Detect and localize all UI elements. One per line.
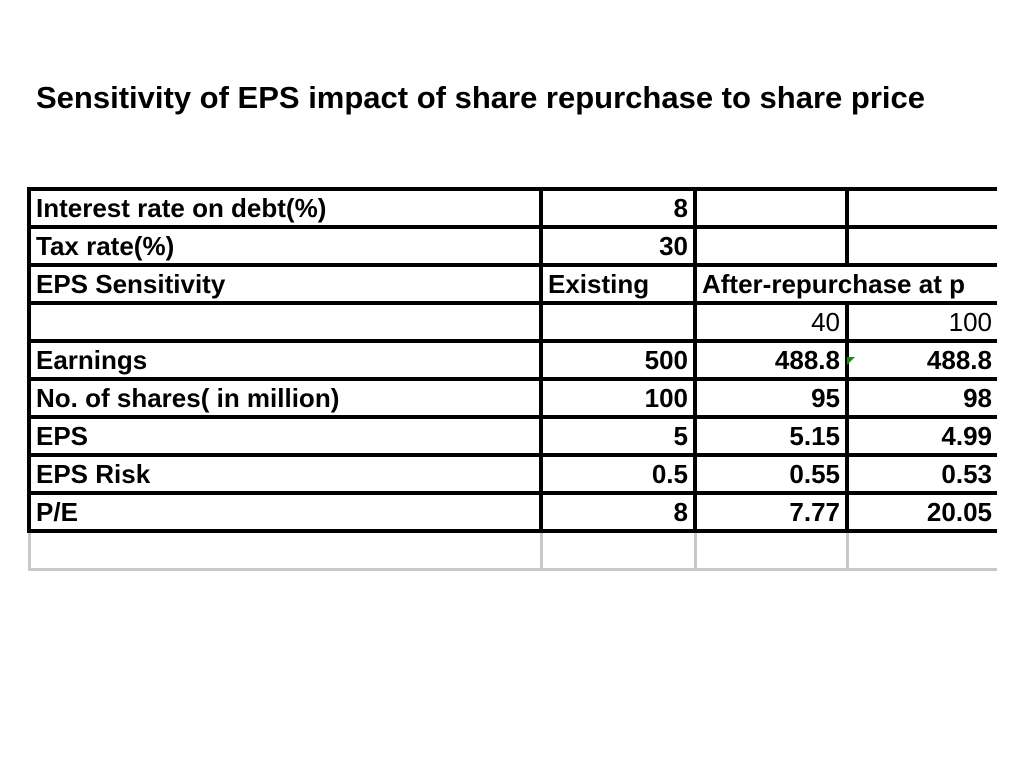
cell[interactable]: 20.05 bbox=[845, 491, 1001, 533]
cell[interactable] bbox=[845, 225, 1001, 267]
existing-cell[interactable]: 100 bbox=[539, 377, 697, 419]
empty-cell[interactable] bbox=[539, 529, 697, 571]
existing-cell[interactable]: 0.5 bbox=[539, 453, 697, 495]
existing-cell[interactable]: 5 bbox=[539, 415, 697, 457]
empty-cell[interactable] bbox=[693, 529, 849, 571]
share-price-100[interactable]: 100 bbox=[845, 301, 1001, 343]
cell[interactable]: 0.53 bbox=[845, 453, 1001, 495]
existing-cell[interactable]: 8 bbox=[539, 491, 697, 533]
empty-cell[interactable] bbox=[845, 529, 1001, 571]
existing-cell[interactable]: 8 bbox=[539, 187, 697, 229]
cell[interactable]: 488.8 bbox=[693, 339, 849, 381]
empty-row bbox=[27, 529, 1001, 571]
row-label[interactable]: No. of shares( in million) bbox=[27, 377, 543, 419]
eps-sensitivity-table: Interest rate on debt(%) 8 Tax rate(%) 3… bbox=[27, 187, 1001, 571]
cell[interactable]: 7.77 bbox=[693, 491, 849, 533]
table-row: No. of shares( in million) 100 95 98 bbox=[27, 377, 1001, 419]
cell[interactable] bbox=[845, 187, 1001, 229]
cell[interactable]: 5.15 bbox=[693, 415, 849, 457]
row-label[interactable]: EPS bbox=[27, 415, 543, 457]
table-row: Earnings 500 488.8 488.8 bbox=[27, 339, 1001, 381]
cell[interactable]: 98 bbox=[845, 377, 1001, 419]
row-label[interactable]: EPS Risk bbox=[27, 453, 543, 495]
row-label[interactable]: P/E bbox=[27, 491, 543, 533]
cell-comment-marker bbox=[847, 357, 855, 365]
share-price-40[interactable]: 40 bbox=[693, 301, 849, 343]
cell[interactable] bbox=[693, 225, 849, 267]
table-row: Interest rate on debt(%) 8 bbox=[27, 187, 1001, 229]
existing-cell[interactable] bbox=[539, 301, 697, 343]
existing-header[interactable]: Existing bbox=[539, 263, 697, 305]
slide-title: Sensitivity of EPS impact of share repur… bbox=[36, 80, 925, 115]
row-label[interactable]: EPS Sensitivity bbox=[27, 263, 543, 305]
existing-cell[interactable]: 30 bbox=[539, 225, 697, 267]
empty-cell[interactable] bbox=[27, 529, 543, 571]
table-row: 40 100 bbox=[27, 301, 1001, 343]
table-row: EPS Risk 0.5 0.55 0.53 bbox=[27, 453, 1001, 495]
row-label[interactable]: Earnings bbox=[27, 339, 543, 381]
row-label[interactable]: Tax rate(%) bbox=[27, 225, 543, 267]
table-row: P/E 8 7.77 20.05 bbox=[27, 491, 1001, 533]
cell[interactable]: 95 bbox=[693, 377, 849, 419]
table-row: Tax rate(%) 30 bbox=[27, 225, 1001, 267]
table-row: EPS 5 5.15 4.99 bbox=[27, 415, 1001, 457]
cell[interactable]: 0.55 bbox=[693, 453, 849, 495]
existing-cell[interactable]: 500 bbox=[539, 339, 697, 381]
row-label[interactable]: Interest rate on debt(%) bbox=[27, 187, 543, 229]
cell[interactable] bbox=[693, 187, 849, 229]
cell[interactable]: 488.8 bbox=[845, 339, 1001, 381]
row-label[interactable] bbox=[27, 301, 543, 343]
cell[interactable]: 4.99 bbox=[845, 415, 1001, 457]
slide-edge-clip bbox=[997, 180, 1024, 620]
after-repurchase-header[interactable]: After-repurchase at p bbox=[693, 263, 999, 305]
table-row: EPS Sensitivity Existing After-repurchas… bbox=[27, 263, 999, 305]
